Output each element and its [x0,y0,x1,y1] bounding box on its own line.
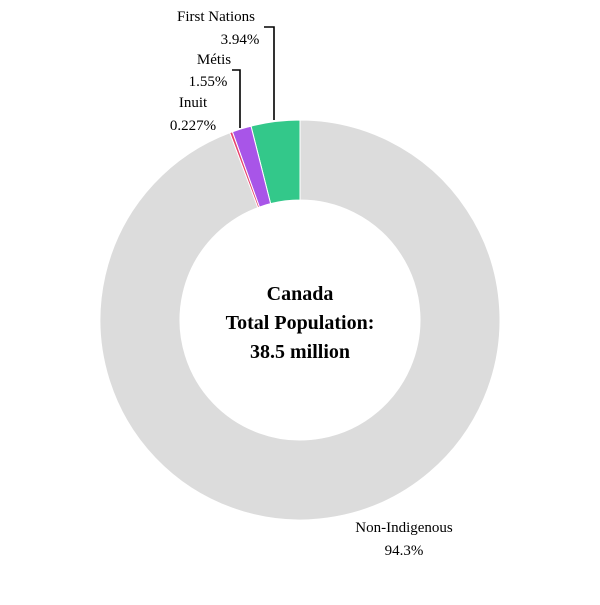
slices-layer [99,119,501,521]
leader-lines [232,26,275,128]
slice-label-first-nations: First Nations [177,9,255,25]
center-value: 38.5 million [250,341,350,363]
slice-label-non-indigenous: Non-Indigenous [355,520,453,536]
center-title: Canada [267,283,334,305]
slice-non-indigenous [99,119,501,521]
leader-line-first-nations [264,26,275,120]
slice-label-metis: Métis [197,52,231,68]
slice-label-inuit: Inuit [179,95,208,111]
slice-labels: First Nations 3.94% Métis 1.55% Inuit 0.227% N… [170,9,453,559]
slice-value-first-nations: 3.94% [221,32,260,48]
leader-line-metis [232,69,241,128]
slice-value-non-indigenous: 94.3% [385,543,424,559]
center-label: Canada Total Population: 38.5 million [226,283,375,363]
slice-value-metis: 1.55% [189,74,228,90]
center-subtitle: Total Population: [226,312,375,334]
slice-value-inuit: 0.227% [170,118,216,134]
